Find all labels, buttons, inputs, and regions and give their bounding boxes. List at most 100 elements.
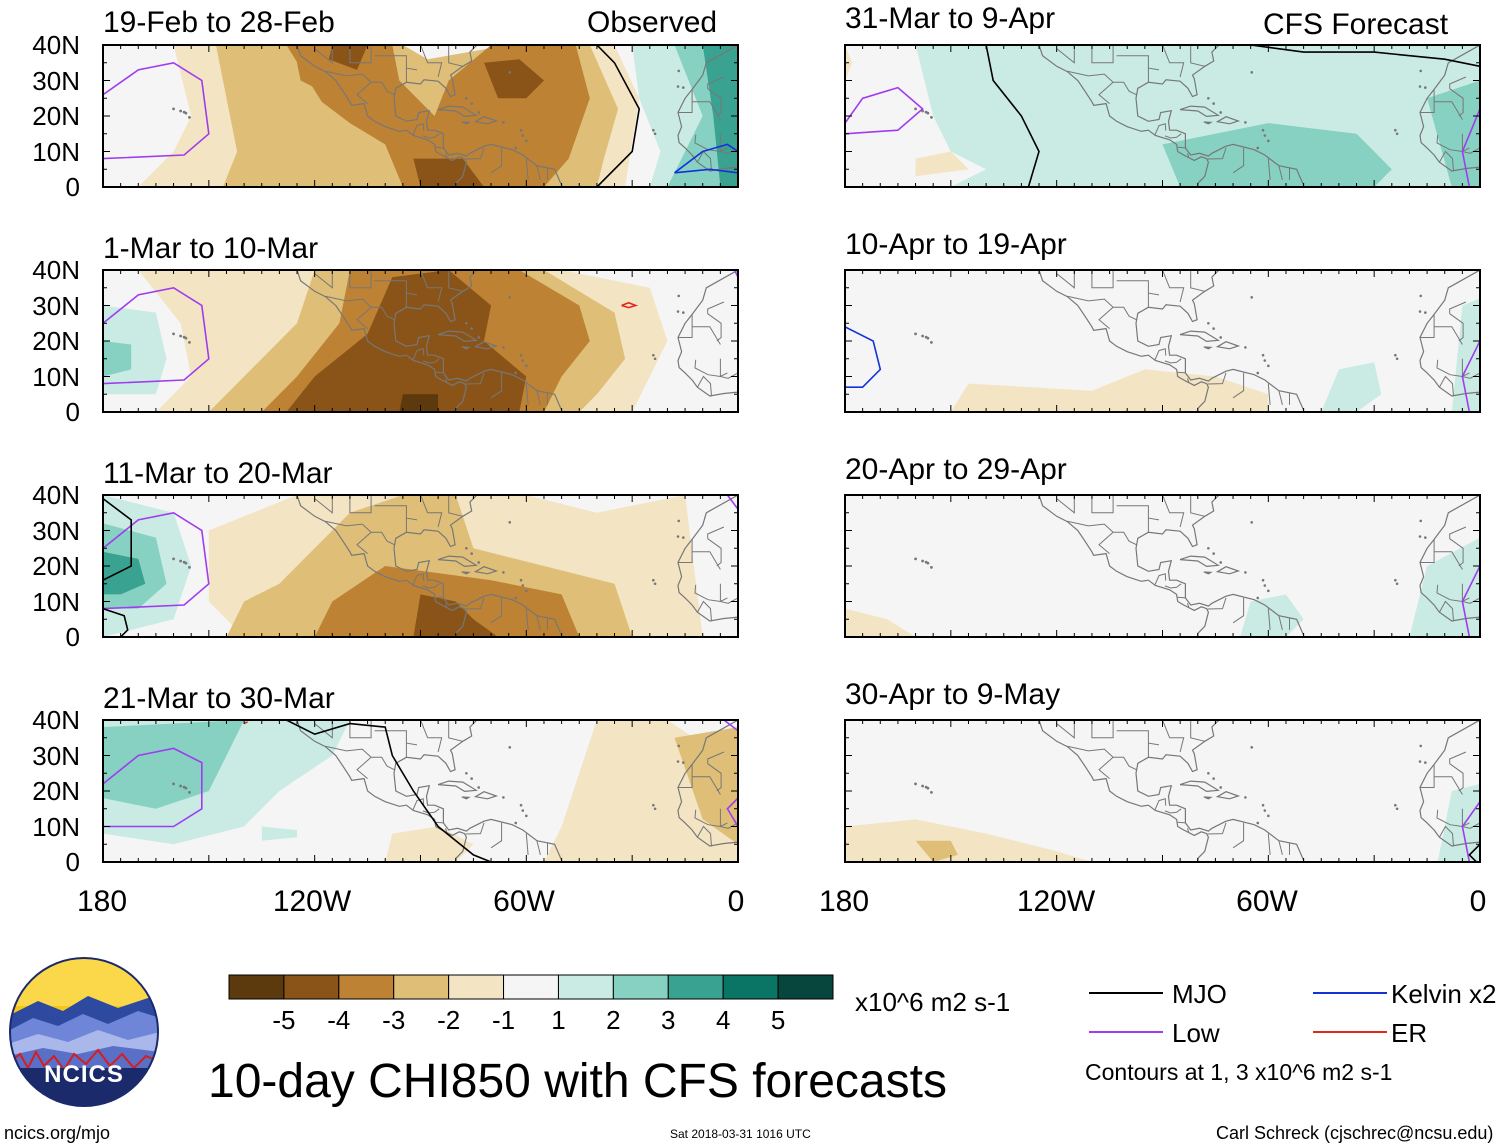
country-border bbox=[707, 301, 725, 314]
island bbox=[653, 582, 657, 586]
island bbox=[465, 771, 468, 775]
contour-line bbox=[726, 797, 738, 827]
country-border bbox=[1436, 134, 1470, 153]
island bbox=[514, 371, 518, 375]
country-border bbox=[1267, 608, 1271, 630]
country-border bbox=[297, 45, 372, 64]
island bbox=[508, 746, 512, 749]
island bbox=[521, 584, 525, 587]
country-border bbox=[356, 531, 372, 554]
island bbox=[179, 109, 183, 113]
country-border bbox=[435, 596, 444, 599]
country-border bbox=[692, 326, 721, 345]
contour-line bbox=[103, 61, 210, 160]
colorbar-tick-label: 1 bbox=[551, 1005, 566, 1035]
panel-title-obs-2: 1-Mar to 10-Mar bbox=[103, 232, 319, 265]
country-border bbox=[1449, 751, 1467, 764]
contour-line bbox=[723, 720, 738, 732]
island bbox=[1250, 296, 1254, 299]
shaded-region-neg4 bbox=[286, 270, 527, 412]
shaded-region-neg4 bbox=[484, 59, 544, 99]
island bbox=[677, 69, 681, 73]
country-border bbox=[1039, 45, 1114, 64]
contour-line bbox=[1461, 340, 1480, 412]
country-border bbox=[356, 756, 372, 779]
shaded-region-neg1 bbox=[845, 819, 1092, 862]
island bbox=[519, 803, 523, 807]
footer-timestamp: Sat 2018-03-31 1016 UTC bbox=[670, 1127, 811, 1141]
country-border bbox=[445, 153, 448, 159]
island bbox=[1207, 96, 1210, 100]
shaded-region-neg5 bbox=[399, 394, 439, 412]
coastline bbox=[1038, 270, 1305, 412]
island bbox=[184, 336, 188, 340]
country-border bbox=[1434, 776, 1463, 795]
island bbox=[508, 296, 512, 299]
island bbox=[1219, 336, 1223, 339]
country-border bbox=[1187, 378, 1190, 384]
colorbar-box-pos4 bbox=[722, 974, 779, 1000]
country-border bbox=[448, 495, 463, 517]
country-border bbox=[1190, 270, 1205, 292]
island bbox=[1267, 139, 1270, 143]
island bbox=[1261, 128, 1265, 132]
island bbox=[1244, 346, 1247, 349]
country-border bbox=[420, 270, 443, 303]
coastline bbox=[461, 121, 471, 125]
colorbar-box-zero bbox=[503, 974, 559, 1000]
country-border bbox=[536, 390, 541, 406]
colorbar-tick-label: 2 bbox=[606, 1005, 621, 1035]
coastline bbox=[437, 555, 479, 568]
island bbox=[1256, 596, 1260, 600]
country-border bbox=[707, 526, 725, 539]
island bbox=[1394, 803, 1397, 807]
logo-text: NCICS bbox=[44, 1061, 124, 1088]
country-border bbox=[678, 539, 693, 563]
country-border bbox=[374, 55, 418, 71]
country-border bbox=[314, 720, 333, 739]
country-border bbox=[696, 825, 712, 847]
island bbox=[914, 557, 917, 561]
island bbox=[1207, 321, 1210, 325]
country-border bbox=[1438, 150, 1454, 172]
island bbox=[1207, 771, 1210, 775]
country-border bbox=[1162, 495, 1185, 528]
lat-tick-label: 20N bbox=[32, 776, 80, 806]
footer-author: Carl Schreck (cjschrec@ncsu.edu) bbox=[1216, 1123, 1494, 1143]
panel-title-fcst-3: 20-Apr to 29-Apr bbox=[845, 453, 1067, 486]
island bbox=[188, 341, 191, 344]
coastline bbox=[1179, 780, 1221, 793]
colorbar-tick-label: -1 bbox=[491, 1005, 516, 1035]
island bbox=[184, 786, 188, 790]
country-border bbox=[1154, 348, 1167, 361]
country-border bbox=[325, 295, 396, 321]
map-panel bbox=[844, 494, 1481, 638]
contour-line bbox=[286, 720, 492, 862]
island bbox=[1219, 786, 1223, 789]
country-border bbox=[1232, 822, 1245, 849]
panel-title-obs-4: 21-Mar to 30-Mar bbox=[103, 682, 335, 715]
island bbox=[519, 578, 523, 582]
island bbox=[930, 791, 933, 794]
island bbox=[525, 814, 528, 818]
country-border bbox=[1162, 720, 1185, 753]
country-border bbox=[1449, 313, 1464, 342]
country-border bbox=[1232, 597, 1245, 624]
country-border bbox=[536, 840, 541, 856]
country-border bbox=[297, 720, 372, 739]
island bbox=[653, 132, 657, 136]
island bbox=[1394, 128, 1397, 132]
coastline bbox=[473, 791, 499, 800]
lat-tick-label: 40N bbox=[32, 480, 80, 510]
coastline bbox=[1179, 105, 1221, 118]
footer-site[interactable]: ncics.org/mjo bbox=[4, 1123, 111, 1143]
colorbar-box-pos3 bbox=[667, 974, 724, 1000]
coastline bbox=[1419, 270, 1480, 397]
contour-line bbox=[103, 286, 210, 385]
country-border bbox=[465, 822, 485, 835]
island bbox=[470, 552, 473, 555]
island bbox=[676, 310, 680, 313]
island bbox=[1244, 571, 1247, 574]
island bbox=[184, 561, 188, 565]
country-border bbox=[1207, 822, 1227, 835]
